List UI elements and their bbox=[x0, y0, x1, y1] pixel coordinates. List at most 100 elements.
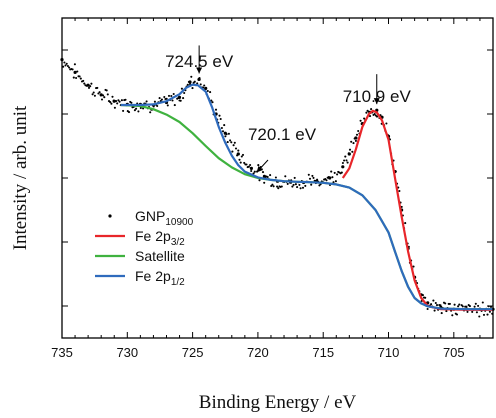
noise-point bbox=[316, 178, 319, 181]
noise-point bbox=[299, 187, 302, 190]
noise-point bbox=[167, 94, 171, 97]
noise-point bbox=[276, 185, 279, 188]
data-point bbox=[73, 70, 77, 74]
noise-point bbox=[368, 115, 372, 118]
noise-point bbox=[341, 161, 344, 165]
annotation-arrowhead bbox=[373, 98, 380, 105]
noise-point bbox=[292, 183, 295, 186]
noise-point bbox=[412, 265, 415, 268]
noise-point bbox=[293, 176, 296, 179]
noise-point bbox=[234, 147, 238, 150]
noise-point bbox=[203, 84, 206, 87]
legend-entry-subscript: 10900 bbox=[165, 217, 193, 228]
legend-entry: Fe 2p1/2 bbox=[135, 268, 185, 288]
noise-point bbox=[445, 310, 448, 313]
noise-point bbox=[196, 82, 199, 85]
noise-point bbox=[373, 112, 376, 116]
noise-point bbox=[430, 303, 433, 306]
noise-point bbox=[62, 65, 65, 68]
noise-point bbox=[118, 100, 121, 103]
noise-point bbox=[308, 177, 312, 180]
noise-point bbox=[346, 161, 349, 164]
noise-point bbox=[370, 108, 373, 111]
noise-point bbox=[91, 93, 94, 96]
noise-point bbox=[304, 184, 307, 187]
noise-point bbox=[109, 101, 112, 104]
series-line-fe-2p-3-2 bbox=[341, 109, 493, 311]
noise-point bbox=[365, 111, 368, 114]
noise-point bbox=[93, 94, 96, 97]
noise-point bbox=[398, 189, 401, 193]
noise-point bbox=[149, 111, 152, 114]
noise-point bbox=[250, 169, 253, 173]
noise-point bbox=[327, 175, 330, 179]
noise-point bbox=[294, 183, 297, 186]
noise-point bbox=[229, 139, 232, 142]
noise-point bbox=[236, 154, 239, 157]
noise-point bbox=[210, 99, 213, 102]
x-tick-label: 715 bbox=[312, 345, 334, 360]
noise-point bbox=[166, 104, 169, 107]
legend-entry: GNP10900 bbox=[135, 208, 194, 228]
noise-point bbox=[239, 161, 242, 164]
noise-point bbox=[252, 172, 255, 175]
noise-point bbox=[301, 186, 305, 189]
legend-entry-subscript: 1/2 bbox=[171, 277, 185, 288]
noise-point bbox=[375, 115, 379, 118]
x-tick-label: 705 bbox=[443, 345, 465, 360]
noise-point bbox=[227, 132, 230, 135]
noise-point bbox=[170, 94, 173, 98]
noise-point bbox=[354, 139, 357, 142]
noise-point bbox=[298, 183, 301, 186]
noise-point bbox=[218, 114, 221, 117]
noise-point bbox=[241, 153, 245, 156]
x-tick-label: 725 bbox=[182, 345, 204, 360]
noise-point bbox=[124, 98, 127, 101]
noise-point bbox=[156, 104, 159, 108]
noise-point bbox=[171, 99, 174, 102]
noise-point bbox=[280, 185, 283, 188]
x-tick-label: 720 bbox=[247, 345, 269, 360]
scatter-layer bbox=[60, 58, 495, 318]
plot-frame bbox=[61, 17, 494, 339]
annotation-label: 720.1 eV bbox=[248, 125, 317, 144]
legend-entry-name: GNP bbox=[135, 208, 165, 224]
noise-point bbox=[98, 91, 101, 94]
noise-point bbox=[461, 305, 464, 308]
noise-point bbox=[311, 174, 314, 177]
noise-point bbox=[221, 130, 225, 133]
tick-layer: 735 730 725 720 715 710 705 bbox=[51, 18, 494, 360]
noise-point bbox=[424, 296, 427, 299]
line-layer bbox=[120, 83, 493, 311]
noise-point bbox=[179, 99, 182, 102]
noise-point bbox=[253, 170, 256, 173]
noise-point bbox=[482, 313, 486, 316]
x-tick-label: 735 bbox=[51, 345, 73, 360]
noise-point bbox=[345, 159, 348, 162]
noise-point bbox=[163, 95, 166, 99]
noise-point bbox=[296, 186, 299, 189]
noise-point bbox=[220, 126, 223, 130]
legend-entry-name: Satellite bbox=[135, 248, 185, 264]
noise-point bbox=[135, 107, 138, 110]
noise-point bbox=[455, 313, 459, 316]
x-tick-label: 710 bbox=[378, 345, 400, 360]
noise-point bbox=[177, 96, 180, 100]
noise-point bbox=[187, 80, 190, 83]
annotation-arrowhead bbox=[196, 67, 203, 74]
noise-point bbox=[363, 117, 366, 120]
noise-point bbox=[457, 305, 460, 308]
noise-point bbox=[190, 75, 193, 78]
y-axis-title: Intensity / arb. unit bbox=[10, 105, 31, 250]
noise-point bbox=[291, 185, 294, 188]
noise-point bbox=[385, 122, 388, 125]
noise-point bbox=[434, 301, 437, 305]
data-point bbox=[249, 166, 253, 170]
legend-entry: Fe 2p3/2 bbox=[135, 228, 185, 248]
noise-point bbox=[110, 102, 113, 105]
noise-point bbox=[102, 94, 105, 97]
noise-point bbox=[466, 310, 469, 313]
noise-point bbox=[448, 302, 451, 305]
noise-point bbox=[274, 176, 277, 179]
